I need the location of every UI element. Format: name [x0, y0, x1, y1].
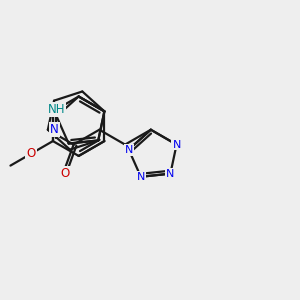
- Text: N: N: [136, 172, 145, 182]
- Text: O: O: [60, 167, 70, 180]
- Text: N: N: [50, 123, 59, 136]
- Text: N: N: [124, 145, 133, 154]
- Text: N: N: [172, 140, 181, 150]
- Text: N: N: [166, 169, 175, 179]
- Text: NH: NH: [48, 103, 65, 116]
- Text: O: O: [26, 147, 36, 160]
